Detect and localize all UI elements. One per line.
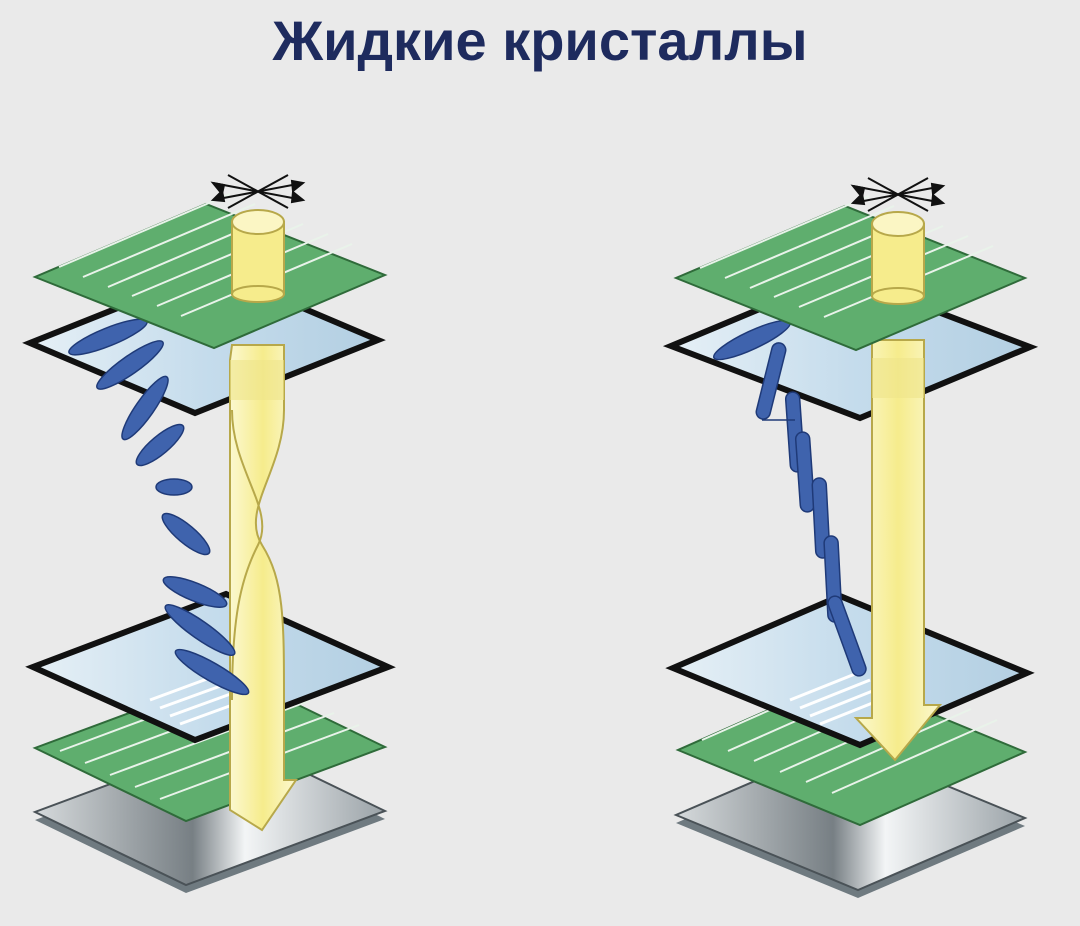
molecule <box>794 431 816 513</box>
incoming-light-cylinder-right <box>871 211 925 305</box>
incoming-light-cylinder-left <box>231 209 285 303</box>
molecule <box>162 576 228 608</box>
diagram-right <box>662 177 1039 898</box>
slide-title: Жидкие кристаллы <box>272 9 808 72</box>
diagram-left <box>22 174 396 893</box>
molecule <box>161 512 211 556</box>
light-beam-straight <box>853 339 943 762</box>
unpolarized-light-icon <box>210 174 306 209</box>
unpolarized-light-icon <box>850 177 946 212</box>
light-beam-twisted <box>229 344 298 832</box>
lc-molecules-aligned <box>712 319 867 677</box>
molecule <box>164 604 236 656</box>
molecule <box>155 478 193 496</box>
molecule <box>174 648 250 696</box>
molecule <box>827 595 867 677</box>
lc-molecules-twisted <box>68 318 250 696</box>
molecule <box>121 375 169 441</box>
molecule <box>755 342 787 420</box>
molecule <box>135 423 185 467</box>
glass-bottom-right <box>665 592 1035 749</box>
molecule <box>96 340 164 390</box>
